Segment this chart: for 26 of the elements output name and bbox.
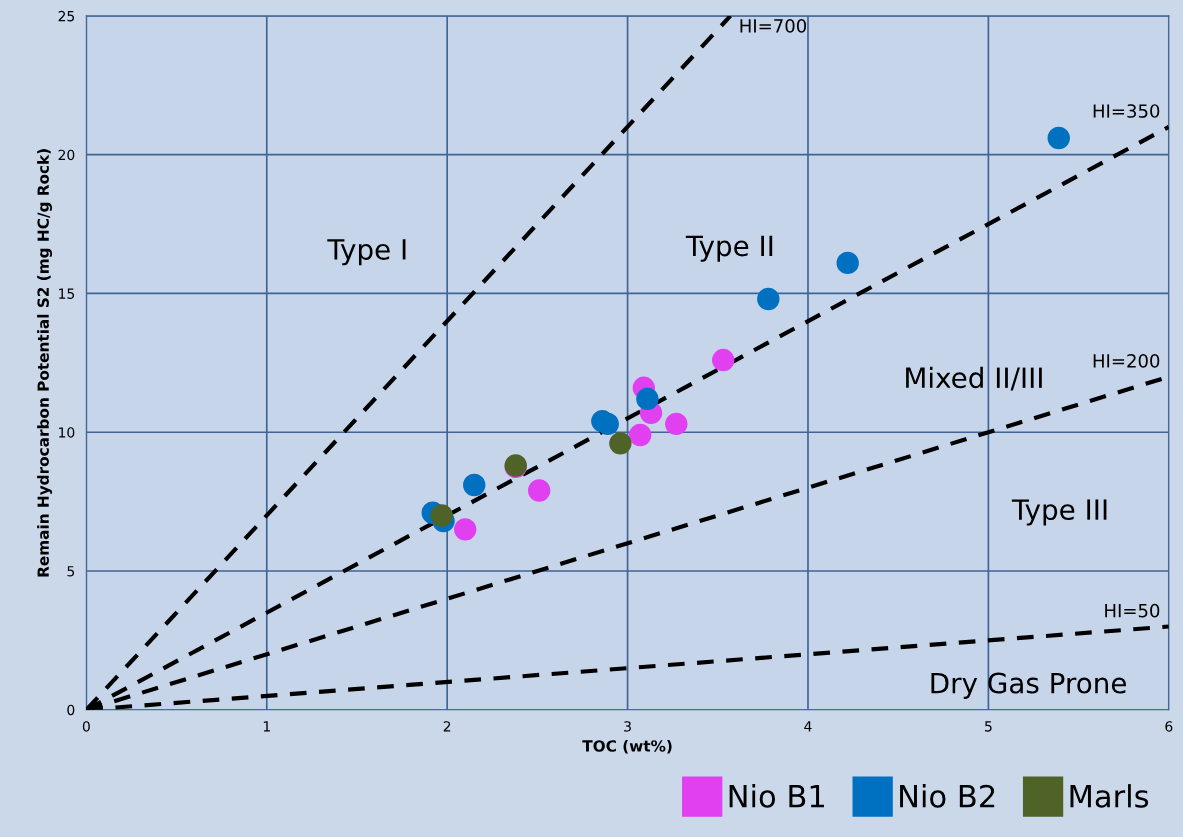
annotation: Type I [327,239,406,266]
y-tick-label: 20 [58,149,75,161]
annotation: Type III [1011,499,1107,526]
series-label: HI=200 [1093,354,1160,368]
legend-label: Nio B1 [729,784,824,808]
annotation: Type II [685,235,773,262]
y-tick-label: 5 [67,566,75,577]
x-tick-label: 6 [1165,721,1173,732]
y-tick-label: 10 [59,427,75,438]
series-label: HI=50 [1105,603,1160,618]
legend-label: Marls [1070,784,1149,808]
annotation: Mixed II/III [906,366,1042,391]
x-tick-label: 5 [985,721,992,732]
y-tick-label: 0 [67,704,75,716]
x-tick-label: 1 [263,721,270,732]
y-axis-title: Remain Hydrocarbon Potential S2 (mg HC/g Rock) [37,149,53,577]
series-label: HI=700 [740,19,807,33]
x-tick-label: 2 [443,721,451,732]
x-axis-title: TOC (wt%) [582,739,672,754]
y-tick-label: 15 [59,288,75,299]
y-tick-label: 25 [58,10,75,22]
series-label: HI=350 [1093,104,1160,118]
x-tick-label: 4 [804,721,812,732]
legend-label: Nio B2 [900,784,995,808]
x-tick-label: 0 [82,721,90,732]
x-tick-label: 3 [624,721,631,732]
